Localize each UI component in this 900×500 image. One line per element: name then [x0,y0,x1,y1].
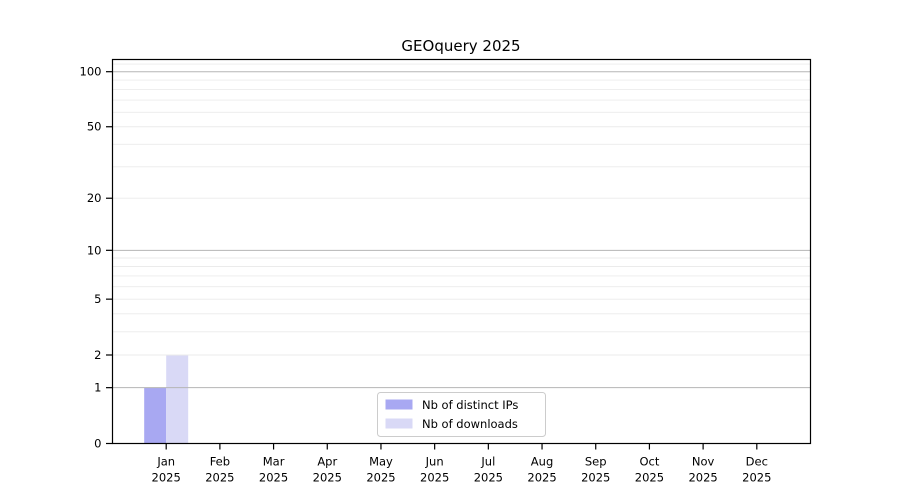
legend-swatch-downloads [385,418,413,429]
chart-title: GEOquery 2025 [401,37,520,55]
x-tick-label-year: 2025 [205,471,234,485]
x-tick-label-month: Apr [317,455,337,469]
gridlines-layer [112,63,811,389]
y-tick-label: 100 [80,65,102,79]
x-tick-label-year: 2025 [420,471,449,485]
x-tick-label-year: 2025 [259,471,288,485]
x-tick-label-month: Jun [425,455,444,469]
x-tick-label-year: 2025 [635,471,664,485]
x-tick-label-year: 2025 [742,471,771,485]
x-tick-label-month: Aug [531,455,553,469]
x-tick-label-month: Jul [480,455,495,469]
x-tick-label-year: 2025 [527,471,556,485]
bars-layer [144,354,189,444]
legend-box [377,392,546,437]
x-tick-label-year: 2025 [313,471,342,485]
x-tick-label-year: 2025 [474,471,503,485]
x-tick-label-month: Feb [210,455,230,469]
plot-frame [111,58,812,445]
x-tick-label-year: 2025 [366,471,395,485]
y-tick-label: 10 [87,243,102,257]
legend-label-distinct-ips: Nb of distinct IPs [422,398,518,412]
bar-nb-of-downloads-jan [166,354,189,444]
x-tick-label-month: Sep [585,455,607,469]
legend: Nb of distinct IPs Nb of downloads [377,392,546,437]
x-tick-label-month: Nov [692,455,715,469]
y-tick-label: 50 [87,120,102,134]
y-tick-label: 20 [87,191,102,205]
bar-nb-of-distinct-ips-jan [144,387,167,444]
x-tick-label-year: 2025 [581,471,610,485]
x-tick-label-month: Jan [156,455,175,469]
axes-layer: 0 1 2 5 10 20 50 100 Jan 2025 Feb 2025 Mar 2025 Apr 202… [80,58,812,485]
y-tick-label: 2 [94,348,101,362]
legend-swatch-distinct-ips [385,399,413,410]
y-tick-label: 1 [94,381,101,395]
x-tick-label-month: Mar [263,455,285,469]
x-tick-label-year: 2025 [152,471,181,485]
legend-label-downloads: Nb of downloads [422,417,518,431]
x-tick-label-month: May [369,455,393,469]
y-tick-label: 5 [94,292,101,306]
x-tick-label-month: Dec [746,455,768,469]
y-tick-label: 0 [94,437,101,451]
x-tick-label-year: 2025 [688,471,717,485]
x-tick-label-month: Oct [639,455,659,469]
